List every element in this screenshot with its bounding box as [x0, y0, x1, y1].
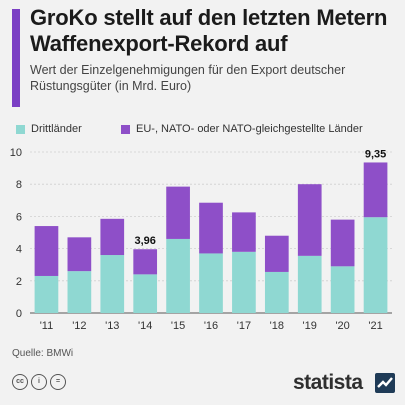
- x-tick-label: '11: [40, 320, 54, 332]
- legend-label-drittlaender: Drittländer: [31, 123, 82, 135]
- bar-segment-eu-nato: [166, 186, 190, 239]
- x-tick-label: '14: [138, 320, 152, 332]
- creative-commons-icon[interactable]: cc: [12, 374, 28, 390]
- bar-segment-drittlaender: [297, 255, 322, 313]
- x-tick-label: '16: [204, 320, 218, 332]
- x-axis: '11 '12 '13 '14 '15 '16 '17 '18 '19 '20 '21: [40, 320, 383, 332]
- bar-segment-drittlaender: [34, 275, 59, 313]
- bar-segment-drittlaender: [133, 274, 158, 313]
- no-derivatives-icon[interactable]: =: [50, 374, 66, 390]
- bar-segment-drittlaender: [330, 266, 355, 313]
- y-tick-label: 10: [10, 147, 22, 159]
- chart-title: GroKo stellt auf den letzten Metern Waff…: [30, 5, 388, 56]
- x-tick-label: '13: [105, 320, 119, 332]
- data-labels: 3,96 9,35: [134, 148, 386, 247]
- statista-logo-icon[interactable]: [375, 373, 395, 393]
- y-tick-label: 0: [16, 308, 22, 320]
- chart-subtitle: Wert der Einzelgenehmigungen für den Exp…: [30, 63, 346, 93]
- attribution-icon[interactable]: i: [31, 374, 47, 390]
- x-tick-label: '19: [303, 320, 317, 332]
- legend-label-eu-nato: EU-, NATO- oder NATO-gleichgestellte Län…: [136, 123, 363, 135]
- bar-segment-drittlaender: [363, 217, 388, 313]
- bar-value-label: 3,96: [134, 235, 155, 247]
- x-tick-label: '21: [368, 320, 382, 332]
- bar-segment-eu-nato: [330, 219, 355, 267]
- bar-segment-eu-nato: [232, 212, 256, 252]
- bar-segment-eu-nato: [363, 162, 388, 218]
- bar-segment-drittlaender: [100, 255, 125, 313]
- bar-value-label: 9,35: [365, 148, 386, 160]
- y-tick-label: 2: [16, 276, 22, 288]
- bars: [34, 162, 388, 313]
- bar-segment-drittlaender: [166, 238, 190, 313]
- legend-item-eu-nato: EU-, NATO- oder NATO-gleichgestellte Län…: [121, 123, 363, 135]
- bar-segment-eu-nato: [199, 202, 223, 254]
- bar-segment-drittlaender: [232, 251, 256, 313]
- license-icons: cc i =: [12, 374, 66, 390]
- y-axis: 0 2 4 6 8 10: [10, 147, 22, 320]
- x-tick-label: '12: [72, 320, 86, 332]
- y-tick-label: 6: [16, 211, 22, 223]
- x-tick-label: '18: [270, 320, 284, 332]
- x-tick-label: '15: [171, 320, 185, 332]
- statista-logo-text[interactable]: statista: [293, 371, 363, 394]
- x-tick-label: '17: [237, 320, 251, 332]
- bar-segment-eu-nato: [100, 218, 125, 256]
- legend-item-drittlaender: Drittländer: [16, 123, 82, 135]
- bar-segment-drittlaender: [199, 253, 223, 313]
- stacked-bar-chart: 0 2 4 6 8 10 '11 '12 '13 '14 '15 '16 '17 '18 '19 '20 '2…: [10, 147, 392, 332]
- title-accent-bar: [12, 9, 20, 107]
- y-tick-label: 8: [16, 179, 22, 191]
- bar-segment-drittlaender: [67, 271, 92, 313]
- bar-segment-eu-nato: [133, 249, 158, 275]
- bar-segment-eu-nato: [34, 226, 59, 276]
- bar-segment-eu-nato: [264, 235, 289, 272]
- legend-swatch-drittlaender: [16, 124, 25, 134]
- x-tick-label: '20: [335, 320, 349, 332]
- legend-swatch-eu-nato: [121, 124, 130, 134]
- bar-segment-eu-nato: [67, 237, 92, 272]
- bar-segment-drittlaender: [264, 271, 289, 313]
- y-tick-label: 4: [16, 244, 22, 256]
- source-note: Quelle: BMWi: [12, 348, 74, 359]
- bar-segment-eu-nato: [297, 184, 322, 256]
